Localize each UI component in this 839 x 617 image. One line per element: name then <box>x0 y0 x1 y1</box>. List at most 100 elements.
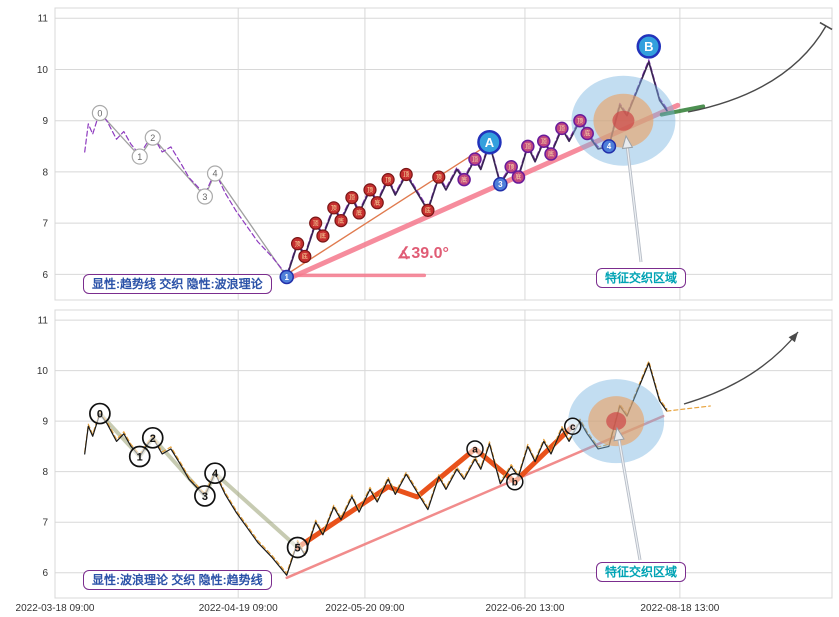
marker-red <box>327 201 341 215</box>
y-tick-label: 6 <box>42 568 48 579</box>
marker-label: 1 <box>284 273 289 282</box>
marker-label: b <box>512 477 518 488</box>
marker-label: 2 <box>150 433 156 445</box>
marker-label: 3 <box>498 180 503 189</box>
marker-label: 4 <box>213 169 218 179</box>
marker-magenta <box>573 113 587 128</box>
marker-label: 1 <box>137 152 142 162</box>
marker-label: 顶 <box>525 143 531 150</box>
projection-curve <box>687 25 827 113</box>
marker-gray <box>131 148 148 165</box>
x-tick-label: 2022-04-19 09:00 <box>199 603 278 614</box>
x-tick-label: 2022-08-18 13:00 <box>640 603 719 614</box>
marker-red <box>298 249 312 264</box>
top-panel-caption: 显性:趋势线 交织 隐性:波浪理论 <box>83 274 272 294</box>
marker-label: 顶 <box>367 187 373 194</box>
marker-red <box>381 173 395 187</box>
bottom-panel-caption: 显性:波浪理论 交织 隐性:趋势线 <box>83 570 272 590</box>
marker-label: 底 <box>584 130 590 138</box>
series-price-dashed <box>84 360 668 574</box>
marker-label: 1 <box>137 451 143 463</box>
marker-red <box>370 196 384 210</box>
marker-gray <box>206 165 224 182</box>
marker-black <box>194 485 216 507</box>
series-price-extension <box>666 405 711 412</box>
marker-label: 4 <box>212 468 219 480</box>
panel-border <box>54 309 833 599</box>
marker-red <box>316 229 330 243</box>
marker-magenta <box>555 121 569 136</box>
marker-label: 底 <box>515 173 521 181</box>
y-tick-label: 9 <box>42 417 48 428</box>
feature-zone-ellipse <box>606 412 627 431</box>
marker-label: 底 <box>425 207 431 215</box>
series-pink-trendline <box>285 414 665 580</box>
panel-bottom-markers: 0 12 34 5 a b c <box>89 402 582 559</box>
marker-black_small <box>563 417 582 435</box>
annotation-arrows <box>613 21 833 561</box>
y-tick-label: 6 <box>42 270 48 281</box>
marker-red <box>363 183 377 197</box>
marker-label: 0 <box>97 409 103 421</box>
marker-label: a <box>472 445 478 456</box>
marker-label: 顶 <box>331 205 337 212</box>
marker-black <box>89 402 111 425</box>
bottom-zone-label: 特征交织区域 <box>596 562 687 582</box>
marker-label: 4 <box>607 142 612 151</box>
y-tick-label: 7 <box>42 219 48 230</box>
zone-pointer-arrowhead <box>613 426 625 442</box>
projection-curve <box>683 331 799 405</box>
marker-red <box>290 237 305 251</box>
series-decline-connector <box>99 112 288 278</box>
marker-magenta <box>521 139 535 154</box>
marker-label: 3 <box>202 192 207 202</box>
marker-blue_big <box>477 129 502 155</box>
x-tick-label: 2022-03-18 09:00 <box>16 603 95 614</box>
marker-magenta <box>457 172 471 187</box>
marker-label: 顶 <box>349 195 355 202</box>
marker-label: A <box>485 135 495 150</box>
marker-blue_small <box>493 176 508 192</box>
marker-red <box>432 170 446 184</box>
marker-red <box>352 206 366 220</box>
panel-top-feature-zone <box>571 75 676 166</box>
marker-label: 顶 <box>559 126 565 133</box>
marker-label: 0 <box>97 108 102 118</box>
marker-gray <box>196 188 213 205</box>
y-tick-label: 11 <box>38 14 49 25</box>
feature-zone-ellipse <box>612 110 635 131</box>
marker-red <box>345 190 359 205</box>
marker-label: 顶 <box>313 220 319 227</box>
marker-label: 5 <box>295 542 301 554</box>
marker-label: 底 <box>374 199 380 207</box>
marker-label: 顶 <box>295 241 301 248</box>
marker-label: 顶 <box>403 172 409 179</box>
marker-magenta <box>468 152 482 166</box>
y-tick-label: 11 <box>38 316 49 327</box>
zone-pointer-arrow-core <box>617 436 641 561</box>
panel-bottom-feature-zone <box>568 379 665 464</box>
marker-gray <box>144 129 161 146</box>
marker-black_small <box>466 440 484 458</box>
marker-black <box>141 426 164 449</box>
y-tick-label: 8 <box>42 167 48 178</box>
x-tick-label: 2022-06-20 13:00 <box>485 603 564 614</box>
marker-red <box>421 203 435 217</box>
marker-magenta <box>511 170 526 184</box>
marker-black_small <box>506 473 524 491</box>
angle-annotation: ∡39.0° <box>397 245 449 262</box>
marker-blue_small <box>601 139 617 154</box>
marker-red <box>399 167 413 182</box>
marker-label: 顶 <box>577 118 583 125</box>
series-price-dashed <box>84 59 668 276</box>
marker-label: 底 <box>461 176 467 184</box>
marker-black <box>286 536 309 559</box>
y-tick-label: 10 <box>37 65 49 76</box>
zone-pointer-arrowhead <box>621 134 634 150</box>
marker-label: 底 <box>338 217 344 225</box>
series-post-b-green <box>659 104 706 117</box>
